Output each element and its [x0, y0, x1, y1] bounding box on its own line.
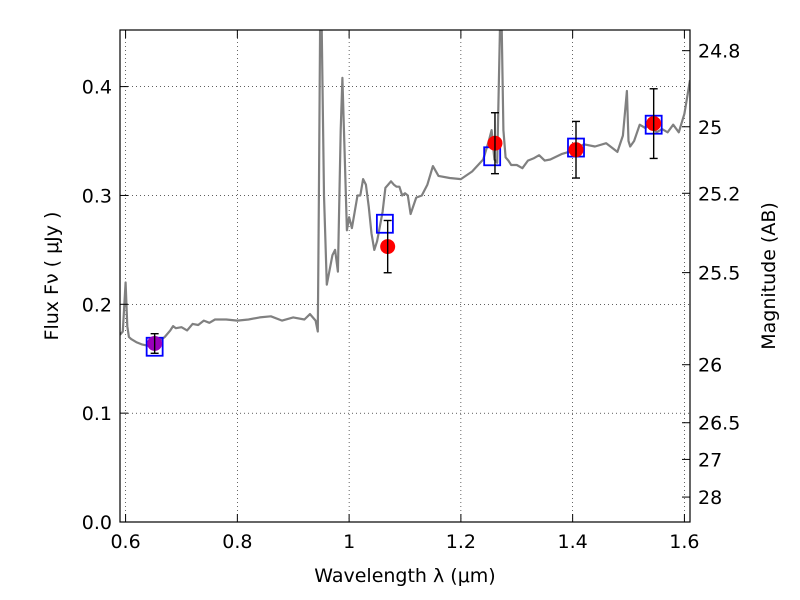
right-tick-label: 24.8 [698, 41, 740, 63]
right-tick-label: 27 [698, 449, 722, 471]
grid-layer [120, 30, 690, 522]
right-tick-label: 25.2 [698, 183, 740, 205]
y-tick-label: 0.2 [82, 294, 112, 316]
x-tick-label: 0.8 [222, 531, 252, 553]
y-tick-label: 0.3 [82, 185, 112, 207]
right-tick-label: 26 [698, 355, 722, 377]
right-tick-label: 28 [698, 487, 722, 509]
plot-frame [119, 29, 691, 523]
right-tick-label: 25 [698, 117, 722, 139]
points-layer [145, 88, 663, 357]
y-tick-label: 0.0 [82, 512, 112, 534]
ticks-layer: 0.6 0.8 1 1.2 1.4 1.6 0.0 0.1 0.2 0.3 0.4 24.8 25 25.… [82, 30, 740, 553]
right-axis-label: Magnitude (AB) [758, 202, 780, 350]
x-axis-label: Wavelength λ (μm) [314, 565, 495, 587]
x-tick-label: 0.6 [110, 531, 140, 553]
x-tick-label: 1.6 [669, 531, 699, 553]
x-tick-label: 1.4 [558, 531, 588, 553]
spectrum-layer [120, 30, 690, 347]
right-tick-label: 26.5 [698, 413, 740, 435]
spectrum-line [120, 30, 690, 347]
y-tick-label: 0.1 [82, 403, 112, 425]
model-box [375, 213, 394, 234]
y-axis-label: Flux Fν ( μJy ) [41, 212, 63, 341]
x-tick-label: 1 [343, 531, 355, 553]
y-tick-label: 0.4 [82, 77, 112, 99]
x-tick-label: 1.2 [446, 531, 476, 553]
right-tick-label: 25.5 [698, 263, 740, 285]
